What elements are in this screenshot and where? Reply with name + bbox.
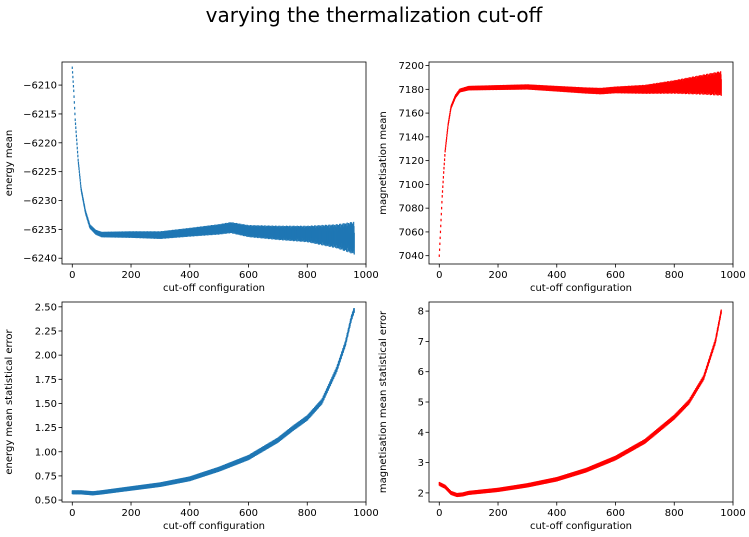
y-tick-label: −6225 — [23, 167, 57, 178]
y-tick-label: 1.75 — [35, 375, 57, 386]
y-tick-label: −6235 — [23, 225, 57, 236]
x-tick-label: 800 — [665, 508, 684, 519]
y-tick-label: 6 — [418, 367, 424, 378]
y-tick-label: 7060 — [399, 227, 424, 238]
x-axis-label: cut-off configuration — [530, 283, 632, 294]
y-tick-label: 5 — [418, 398, 424, 409]
y-tick-label: 2 — [418, 488, 424, 499]
chart-magnetisation-error: 0 200 400 600 800 1000 2 3 4 5 6 7 8 cut-off configur… — [378, 301, 746, 532]
chart-energy-mean: 0 200 400 600 800 1000 −6240 −6235 −6230 −6225 −62… — [4, 61, 379, 294]
y-tick-label: 7 — [418, 337, 424, 348]
x-axis-label: cut-off configuration — [530, 521, 632, 532]
y-tick-label: −6215 — [23, 109, 57, 120]
axes-frame — [428, 61, 734, 265]
x-tick-label: 1000 — [353, 508, 378, 519]
y-tick-label: 7140 — [399, 132, 424, 143]
x-tick-label: 1000 — [353, 270, 378, 281]
x-tick-label: 200 — [488, 270, 507, 281]
series-points — [71, 308, 355, 496]
y-tick-label: 0.50 — [35, 496, 57, 507]
x-axis-label: cut-off configuration — [163, 521, 265, 532]
x-tick-label: 600 — [606, 270, 625, 281]
y-tick-label: 2.25 — [35, 326, 57, 337]
y-tick-label: −6230 — [23, 196, 57, 207]
x-tick-label: 200 — [121, 508, 140, 519]
y-tick-label: 1.00 — [35, 447, 57, 458]
y-tick-label: 1.25 — [35, 423, 57, 434]
chart-magnetisation-mean: 0 200 400 600 800 1000 7040 7060 7080 7100 7120 714… — [378, 61, 746, 294]
axes-frame — [61, 301, 367, 503]
y-tick-label: 2.00 — [35, 351, 57, 362]
series-points — [71, 66, 355, 255]
y-tick-label: 7120 — [399, 156, 424, 167]
x-tick-label: 400 — [547, 270, 566, 281]
y-axis-label: energy mean statistical error — [4, 329, 15, 475]
chart-energy-error: 0 200 400 600 800 1000 0.50 0.75 1.00 1.25 1.50 1.7… — [4, 301, 379, 532]
axes-frame — [61, 61, 367, 265]
x-tick-label: 0 — [436, 270, 442, 281]
x-tick-label: 400 — [180, 508, 199, 519]
y-tick-label: 1.50 — [35, 399, 57, 410]
y-axis-label: magnetisation mean — [378, 111, 389, 214]
y-axis-label: energy mean — [4, 130, 15, 196]
y-tick-label: 8 — [418, 307, 424, 318]
y-tick-label: −6220 — [23, 138, 57, 149]
series-points — [438, 309, 722, 498]
x-axis-label: cut-off configuration — [163, 283, 265, 294]
series-points — [438, 71, 722, 257]
y-tick-label: 7080 — [399, 204, 424, 215]
x-tick-label: 600 — [606, 508, 625, 519]
y-tick-label: 7180 — [399, 85, 424, 96]
y-tick-label: 7200 — [399, 61, 424, 72]
x-tick-label: 800 — [298, 270, 317, 281]
y-tick-label: 7040 — [399, 251, 424, 262]
y-tick-label: 7100 — [399, 180, 424, 191]
y-tick-label: 4 — [418, 428, 424, 439]
x-tick-label: 1000 — [720, 508, 745, 519]
y-axis-label: magnetisation mean statistical error — [378, 310, 389, 493]
y-tick-label: −6240 — [23, 254, 57, 265]
y-tick-label: 3 — [418, 458, 424, 469]
x-tick-label: 0 — [69, 508, 75, 519]
x-tick-label: 600 — [239, 270, 258, 281]
x-tick-label: 400 — [180, 270, 199, 281]
x-tick-label: 0 — [436, 508, 442, 519]
y-tick-label: 0.75 — [35, 471, 57, 482]
y-tick-label: 7160 — [399, 109, 424, 120]
x-tick-label: 200 — [488, 508, 507, 519]
x-tick-label: 200 — [121, 270, 140, 281]
x-tick-label: 600 — [239, 508, 258, 519]
x-tick-label: 800 — [298, 508, 317, 519]
x-tick-label: 400 — [547, 508, 566, 519]
y-tick-label: 2.50 — [35, 302, 57, 313]
x-tick-label: 0 — [69, 270, 75, 281]
y-tick-label: −6210 — [23, 81, 57, 92]
figure-title: varying the thermalization cut-off — [206, 3, 544, 27]
x-tick-label: 1000 — [720, 270, 745, 281]
x-tick-label: 800 — [665, 270, 684, 281]
